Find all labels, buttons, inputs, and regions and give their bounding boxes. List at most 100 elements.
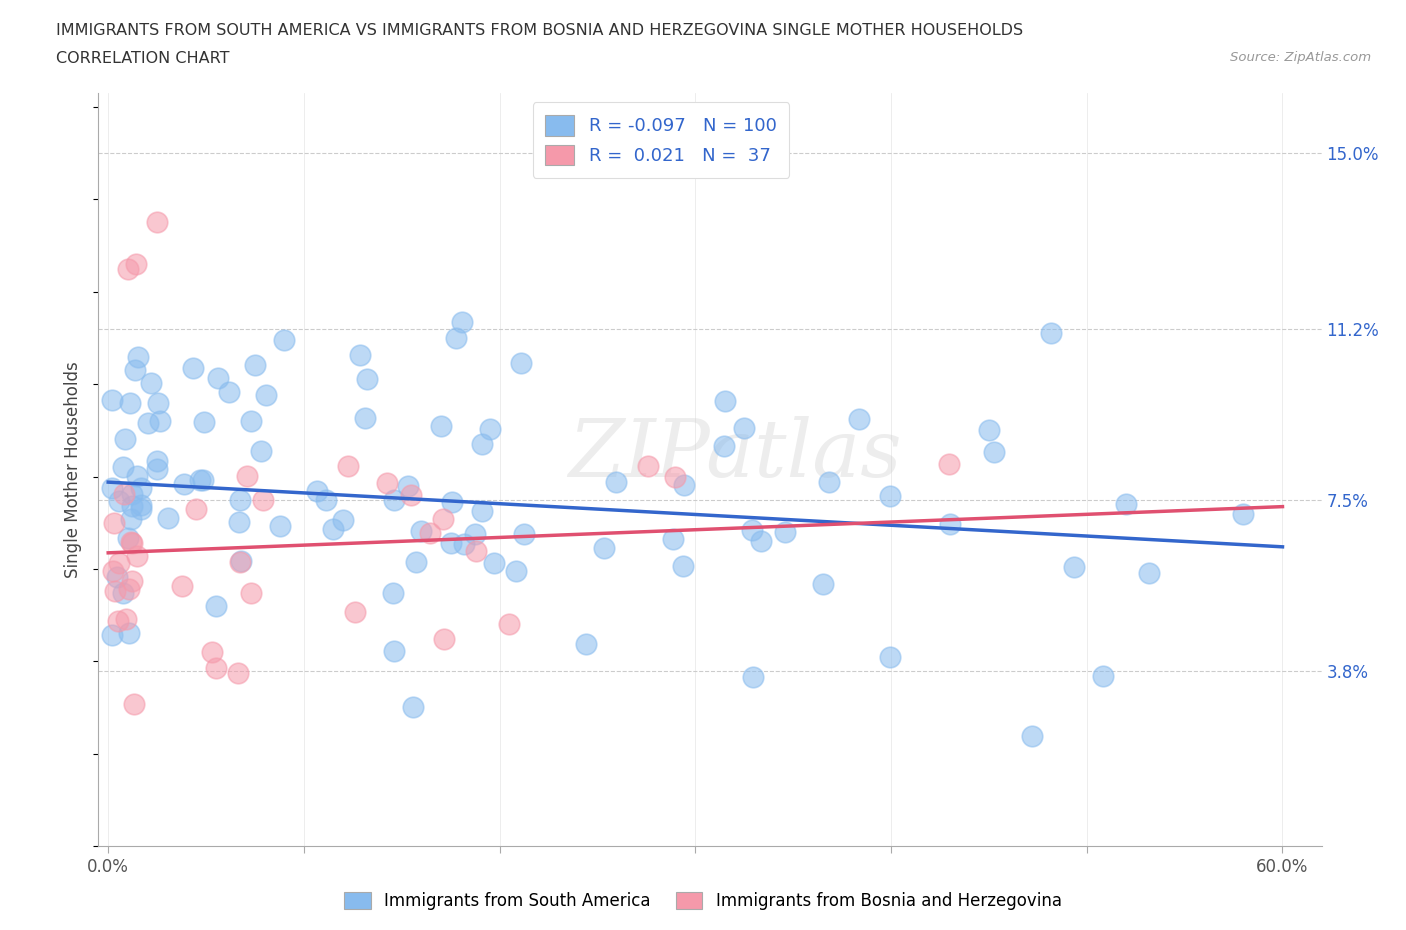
Point <box>146 396 169 411</box>
Point <box>592 541 614 556</box>
Point <box>114 611 136 626</box>
Text: CORRELATION CHART: CORRELATION CHART <box>56 51 229 66</box>
Point <box>129 498 152 512</box>
Point <box>101 392 124 407</box>
Point <box>419 525 441 540</box>
Point <box>122 697 145 711</box>
Point <box>207 370 229 385</box>
Point <box>402 699 425 714</box>
Point <box>672 477 695 492</box>
Point <box>453 537 475 551</box>
Point <box>983 445 1005 459</box>
Point <box>977 423 1000 438</box>
Point <box>773 525 796 539</box>
Point <box>741 523 763 538</box>
Point <box>121 486 143 501</box>
Point <box>129 480 152 495</box>
Point <box>239 414 262 429</box>
Point <box>117 531 139 546</box>
Point <box>101 627 124 642</box>
Point <box>714 393 737 408</box>
Point <box>848 411 870 426</box>
Point <box>193 472 215 487</box>
Text: IMMIGRANTS FROM SOUTH AMERICA VS IMMIGRANTS FROM BOSNIA AND HERZEGOVINA SINGLE M: IMMIGRANTS FROM SOUTH AMERICA VS IMMIGRA… <box>56 23 1024 38</box>
Legend: R = -0.097   N = 100, R =  0.021   N =  37: R = -0.097 N = 100, R = 0.021 N = 37 <box>533 102 789 178</box>
Point <box>713 438 735 453</box>
Point <box>111 459 134 474</box>
Legend: Immigrants from South America, Immigrants from Bosnia and Herzegovina: Immigrants from South America, Immigrant… <box>337 885 1069 917</box>
Point <box>605 474 627 489</box>
Text: Source: ZipAtlas.com: Source: ZipAtlas.com <box>1230 51 1371 64</box>
Point <box>107 613 129 628</box>
Point <box>343 604 366 619</box>
Point <box>146 215 169 230</box>
Point <box>181 360 204 375</box>
Point <box>938 457 960 472</box>
Point <box>120 512 142 526</box>
Point <box>124 362 146 377</box>
Point <box>149 413 172 428</box>
Point <box>146 461 169 476</box>
Y-axis label: Single Mother Households: Single Mother Households <box>65 361 83 578</box>
Point <box>229 555 252 570</box>
Point <box>1137 565 1160 580</box>
Point <box>432 512 454 526</box>
Point <box>243 358 266 373</box>
Point <box>399 488 422 503</box>
Point <box>450 315 472 330</box>
Point <box>273 332 295 347</box>
Point <box>432 631 454 646</box>
Point <box>664 470 686 485</box>
Point <box>112 487 135 502</box>
Point <box>127 350 149 365</box>
Point <box>405 555 427 570</box>
Point <box>121 536 143 551</box>
Point <box>322 522 344 537</box>
Point <box>384 493 406 508</box>
Text: ZIPatlas: ZIPatlas <box>568 416 901 493</box>
Point <box>381 585 404 600</box>
Point <box>742 670 765 684</box>
Point <box>108 555 131 570</box>
Point <box>482 556 505 571</box>
Point <box>111 586 134 601</box>
Point <box>505 564 527 578</box>
Point <box>375 475 398 490</box>
Point <box>127 468 149 483</box>
Point <box>156 511 179 525</box>
Point <box>117 261 139 276</box>
Point <box>218 384 240 399</box>
Point <box>811 577 834 591</box>
Point <box>172 578 194 593</box>
Point <box>879 650 901 665</box>
Point <box>464 526 486 541</box>
Point <box>305 484 328 498</box>
Point <box>662 532 685 547</box>
Point <box>879 488 901 503</box>
Point <box>382 644 405 658</box>
Point <box>108 494 131 509</box>
Point <box>228 492 250 507</box>
Point <box>120 395 142 410</box>
Point <box>939 517 962 532</box>
Point <box>479 422 502 437</box>
Point <box>104 584 127 599</box>
Point <box>1232 506 1254 521</box>
Point <box>509 355 531 370</box>
Point <box>349 347 371 362</box>
Point <box>101 481 124 496</box>
Point <box>471 436 494 451</box>
Point <box>124 257 146 272</box>
Point <box>336 458 359 473</box>
Point <box>114 432 136 446</box>
Point <box>118 626 141 641</box>
Point <box>201 644 224 659</box>
Point <box>440 495 463 510</box>
Point <box>1021 729 1043 744</box>
Point <box>239 585 262 600</box>
Point <box>269 518 291 533</box>
Point <box>430 418 453 433</box>
Point <box>188 472 211 487</box>
Point <box>498 617 520 631</box>
Point <box>184 501 207 516</box>
